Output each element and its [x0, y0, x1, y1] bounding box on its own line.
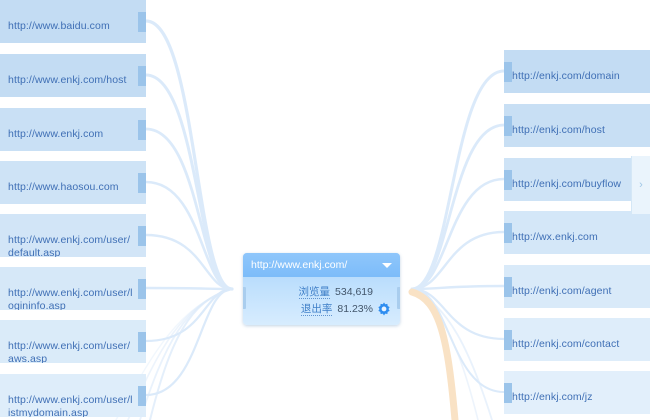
expand-panel-tab[interactable]: ›: [631, 156, 650, 214]
node-connector-knob: [138, 278, 146, 299]
metric-label: 退出率: [300, 303, 333, 316]
center-node-url: http://www.enkj.com/: [251, 259, 348, 271]
node-left[interactable]: http://www.enkj.com/user/ aws.asp: [0, 320, 146, 363]
chevron-down-icon[interactable]: [382, 263, 392, 268]
node-connector-knob: [504, 169, 512, 190]
node-connector-knob: [504, 276, 512, 297]
node-right[interactable]: http://enkj.com/agent: [504, 265, 650, 308]
node-label: http://enkj.com/domain: [512, 70, 620, 82]
node-connector-knob: [138, 172, 146, 193]
node-label: http://enkj.com/contact: [512, 338, 620, 350]
node-connector-knob: [138, 331, 146, 352]
center-connector-knob-right: [397, 287, 400, 309]
highlighted-flow: [408, 288, 459, 420]
node-label: http://enkj.com/jz: [512, 391, 593, 403]
node-label: http://www.enkj.com/user/ default.asp: [8, 234, 131, 257]
node-label: http://enkj.com/buyflow: [512, 178, 622, 190]
metric-label: 浏览量: [298, 286, 331, 299]
node-right[interactable]: http://enkj.com/jz: [504, 371, 650, 414]
node-label: http://www.enkj.com/user/l istmydomain.a…: [8, 394, 133, 417]
node-label: http://wx.enkj.com: [512, 231, 598, 243]
node-left[interactable]: http://www.baidu.com: [0, 0, 146, 43]
center-node-header[interactable]: http://www.enkj.com/: [243, 253, 400, 277]
node-label: http://www.enkj.com/host: [8, 74, 127, 86]
node-left[interactable]: http://www.haosou.com: [0, 161, 146, 204]
metric-row: 浏览量 534,619: [243, 284, 373, 299]
node-label: http://www.enkj.com/user/ aws.asp: [8, 340, 131, 363]
node-connector-knob: [504, 329, 512, 350]
node-left[interactable]: http://www.enkj.com: [0, 108, 146, 151]
node-label: http://www.enkj.com/user/l ogininfo.asp: [8, 287, 133, 310]
node-label: http://www.baidu.com: [8, 20, 110, 32]
node-right[interactable]: http://wx.enkj.com: [504, 211, 650, 254]
node-connector-knob: [138, 225, 146, 246]
node-label: http://enkj.com/agent: [512, 285, 612, 297]
center-node-card[interactable]: http://www.enkj.com/ 浏览量 534,619 退出率 81.23…: [243, 253, 400, 325]
center-connector-knob-left: [243, 287, 246, 309]
node-connector-knob: [504, 61, 512, 82]
node-left[interactable]: http://www.enkj.com/user/l ogininfo.asp: [0, 267, 146, 310]
metric-row: 退出率 81.23%: [243, 301, 373, 316]
node-connector-knob: [504, 382, 512, 403]
node-connector-knob: [138, 65, 146, 86]
node-connector-knob: [504, 222, 512, 243]
node-label: http://www.haosou.com: [8, 181, 119, 193]
metric-value: 534,619: [335, 286, 373, 298]
node-right[interactable]: http://enkj.com/host: [504, 104, 650, 147]
node-right[interactable]: http://enkj.com/contact: [504, 318, 650, 361]
node-right[interactable]: http://enkj.com/domain: [504, 50, 650, 93]
node-right[interactable]: http://enkj.com/buyflow: [504, 158, 650, 201]
node-label: http://enkj.com/host: [512, 124, 606, 136]
node-connector-knob: [138, 119, 146, 140]
node-left[interactable]: http://www.enkj.com/user/l istmydomain.a…: [0, 374, 146, 417]
node-left[interactable]: http://www.enkj.com/host: [0, 54, 146, 97]
node-label: http://www.enkj.com: [8, 128, 104, 140]
node-left[interactable]: http://www.enkj.com/user/ default.asp: [0, 214, 146, 257]
gear-icon[interactable]: [375, 301, 393, 319]
center-node-metrics: 浏览量 534,619 退出率 81.23%: [243, 277, 400, 325]
node-connector-knob: [504, 115, 512, 136]
metric-value: 81.23%: [337, 303, 373, 315]
chevron-right-icon: ›: [639, 179, 643, 191]
node-connector-knob: [138, 11, 146, 32]
node-connector-knob: [138, 385, 146, 406]
